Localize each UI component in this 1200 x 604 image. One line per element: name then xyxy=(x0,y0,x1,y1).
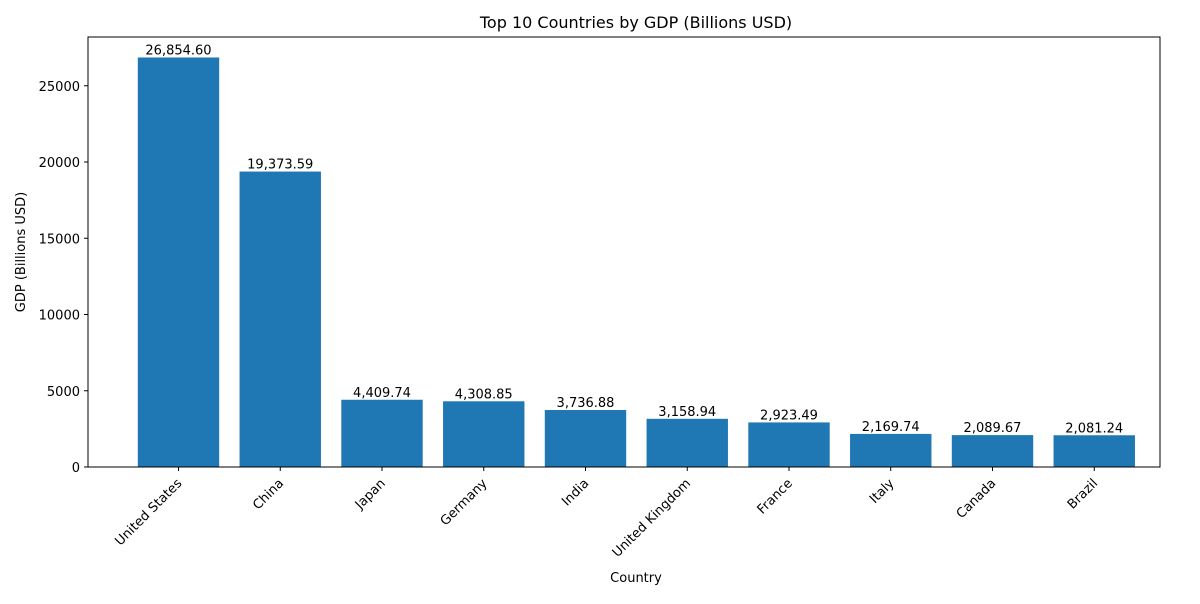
bar-9 xyxy=(1053,435,1135,467)
bar-6 xyxy=(748,422,830,467)
data-label-0: 26,854.60 xyxy=(145,43,211,58)
bar-1 xyxy=(239,171,321,467)
y-tick-label-3: 15000 xyxy=(39,232,80,247)
bar-3 xyxy=(443,401,525,467)
x-tick-label-2: Japan xyxy=(352,476,389,513)
bar-4 xyxy=(544,410,627,467)
x-tick-label-9: Brazil xyxy=(1065,476,1101,512)
x-axis-label: Country xyxy=(610,571,662,586)
data-label-2: 4,409.74 xyxy=(353,386,411,401)
bar-7 xyxy=(850,433,932,467)
y-axis-label: GDP (Billions USD) xyxy=(14,192,29,312)
data-label-4: 3,736.88 xyxy=(557,396,615,411)
y-tick-label-1: 5000 xyxy=(47,385,80,400)
y-ticks-group: 0 5000 10000 15000 20000 25000 xyxy=(39,80,88,476)
x-tick-label-3: Germany xyxy=(438,476,491,529)
x-tick-label-4: India xyxy=(559,476,592,509)
data-label-5: 3,158.94 xyxy=(658,405,716,420)
bars-group xyxy=(137,57,1135,467)
x-tick-label-8: Canada xyxy=(954,476,1000,522)
x-tick-label-1: China xyxy=(250,476,287,513)
x-tick-label-0: United States xyxy=(112,476,185,549)
bar-8 xyxy=(951,435,1034,467)
bar-5 xyxy=(646,418,728,467)
bar-2 xyxy=(341,399,423,467)
y-tick-label-5: 25000 xyxy=(39,80,80,95)
x-tick-label-6: France xyxy=(755,476,796,517)
y-tick-label-2: 10000 xyxy=(39,309,80,324)
plot-frame xyxy=(87,36,1161,468)
data-label-1: 19,373.59 xyxy=(247,158,313,173)
data-labels-group: 26,854.60 19,373.59 4,409.74 4,308.85 3,736.… xyxy=(145,43,1123,436)
y-tick-label-0: 0 xyxy=(72,461,80,476)
data-label-8: 2,089.67 xyxy=(964,421,1022,436)
bar-0 xyxy=(137,57,220,467)
x-ticks-group: United States China Japan Germany India Unite… xyxy=(112,467,1101,561)
data-label-3: 4,308.85 xyxy=(455,387,513,402)
data-label-6: 2,923.49 xyxy=(760,408,818,423)
y-tick-label-4: 20000 xyxy=(39,156,80,171)
data-label-9: 2,081.24 xyxy=(1065,421,1123,436)
data-label-7: 2,169.74 xyxy=(862,420,920,435)
x-tick-label-5: United Kingdom xyxy=(610,476,694,560)
chart-title: Top 10 Countries by GDP (Billions USD) xyxy=(479,13,792,32)
x-tick-label-7: Italy xyxy=(867,476,898,507)
